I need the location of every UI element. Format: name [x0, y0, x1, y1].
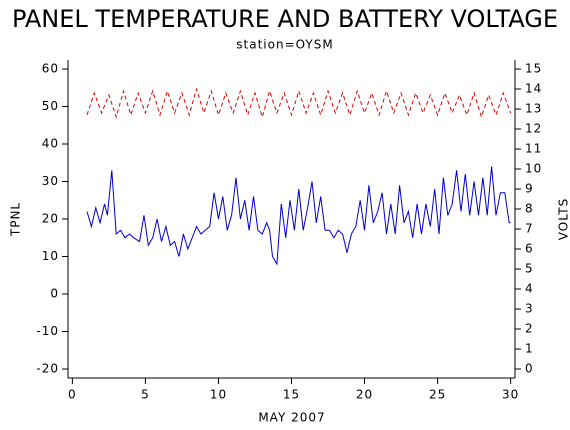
y-tick-label: 60: [42, 62, 59, 76]
y2-tick-label: 13: [525, 102, 542, 116]
y2-tick-label: 9: [525, 182, 534, 196]
x-tick-label: 5: [141, 388, 150, 402]
y2-tick-label: 15: [525, 62, 542, 76]
x-tick-label: 10: [210, 388, 227, 402]
series-line: [86, 87, 512, 119]
x-tick-label: 20: [356, 388, 373, 402]
y2-tick-label: 5: [525, 262, 534, 276]
y-tick-label: 40: [42, 137, 59, 151]
y2-tick-label: 10: [525, 162, 542, 176]
y-tick-label: 30: [42, 174, 59, 188]
x-tick-label: 30: [502, 388, 519, 402]
y-axis-label: TPNL: [9, 202, 23, 237]
y2-tick-label: 6: [525, 242, 534, 256]
y2-axis-label: VOLTS: [557, 198, 570, 240]
y2-tick-label: 8: [525, 202, 534, 216]
y2-tick-label: 1: [525, 342, 534, 356]
y-tick-label: 50: [42, 99, 59, 113]
y-tick-label: 20: [42, 212, 59, 226]
chart-subtitle: station=OYSM: [236, 38, 333, 52]
chart-title: PANEL TEMPERATURE AND BATTERY VOLTAGE: [12, 5, 558, 33]
y-tick-label: 0: [50, 287, 59, 301]
x-tick-label: 0: [68, 388, 77, 402]
y-tick-label: -20: [36, 362, 59, 376]
y2-tick-label: 7: [525, 222, 534, 236]
y2-tick-label: 14: [525, 82, 542, 96]
y-tick-label: 10: [42, 249, 59, 263]
y2-tick-label: 0: [525, 362, 534, 376]
x-tick-label: 25: [429, 388, 446, 402]
y2-tick-label: 11: [525, 142, 542, 156]
y2-tick-label: 3: [525, 302, 534, 316]
y2-tick-label: 12: [525, 122, 542, 136]
y2-tick-label: 2: [525, 322, 534, 336]
y2-tick-label: 4: [525, 282, 534, 296]
x-tick-label: 15: [283, 388, 300, 402]
series-line: [86, 166, 511, 266]
y-tick-label: -10: [36, 324, 59, 338]
x-axis-label: MAY 2007: [258, 411, 325, 425]
